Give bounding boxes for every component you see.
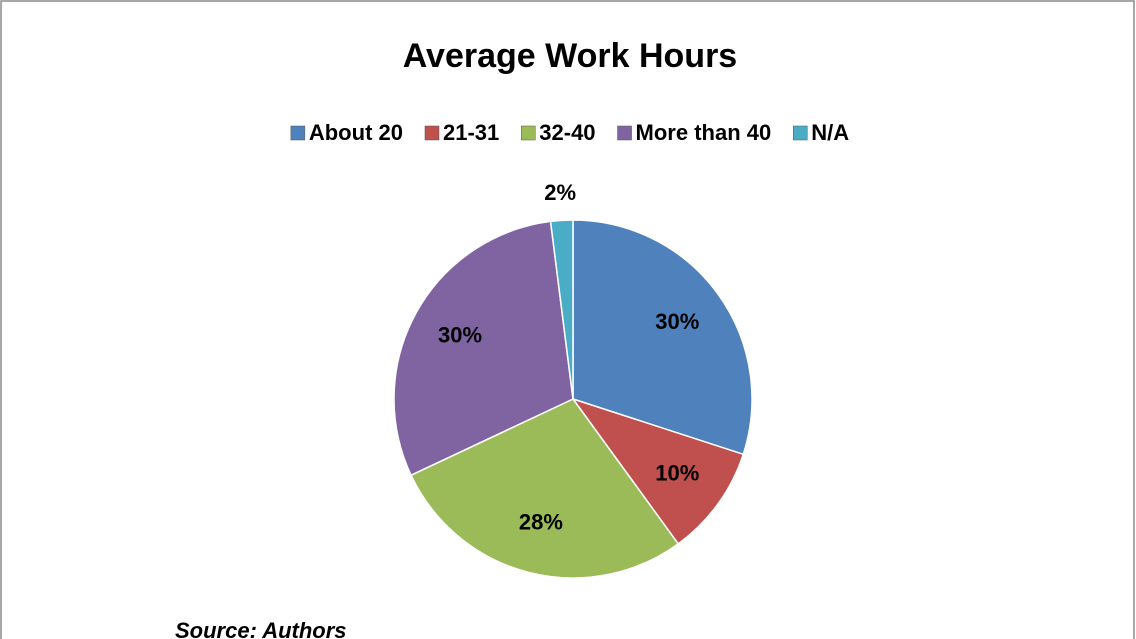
legend-swatch [617,125,632,141]
legend-label: 21-31 [443,120,499,145]
data-label: 10% [655,461,699,486]
legend-label: About 20 [309,120,403,145]
data-label: 28% [519,510,563,535]
pie-slice [393,220,574,477]
pie: 30% 10% 28% 30% 2% [393,180,753,579]
legend-swatch [290,125,306,141]
pie-slice [572,219,753,456]
data-label: 30% [438,323,482,348]
legend-label: 32-40 [539,120,595,145]
data-label: 30% [655,309,699,334]
legend-label: N/A [811,120,849,145]
chart-title: Average Work Hours [403,37,737,75]
pie-slice [549,219,574,400]
legend-label: More than 40 [636,120,772,145]
legend: About 20 21-31 32-40 More than 40 N/A [290,120,849,145]
data-label: 2% [544,180,576,205]
legend-swatch [424,125,440,141]
pie-slice [571,397,745,545]
pie-slice [410,398,680,579]
legend-swatch [521,125,536,141]
source-note: Source: Authors [175,618,347,639]
legend-swatch [793,125,808,141]
